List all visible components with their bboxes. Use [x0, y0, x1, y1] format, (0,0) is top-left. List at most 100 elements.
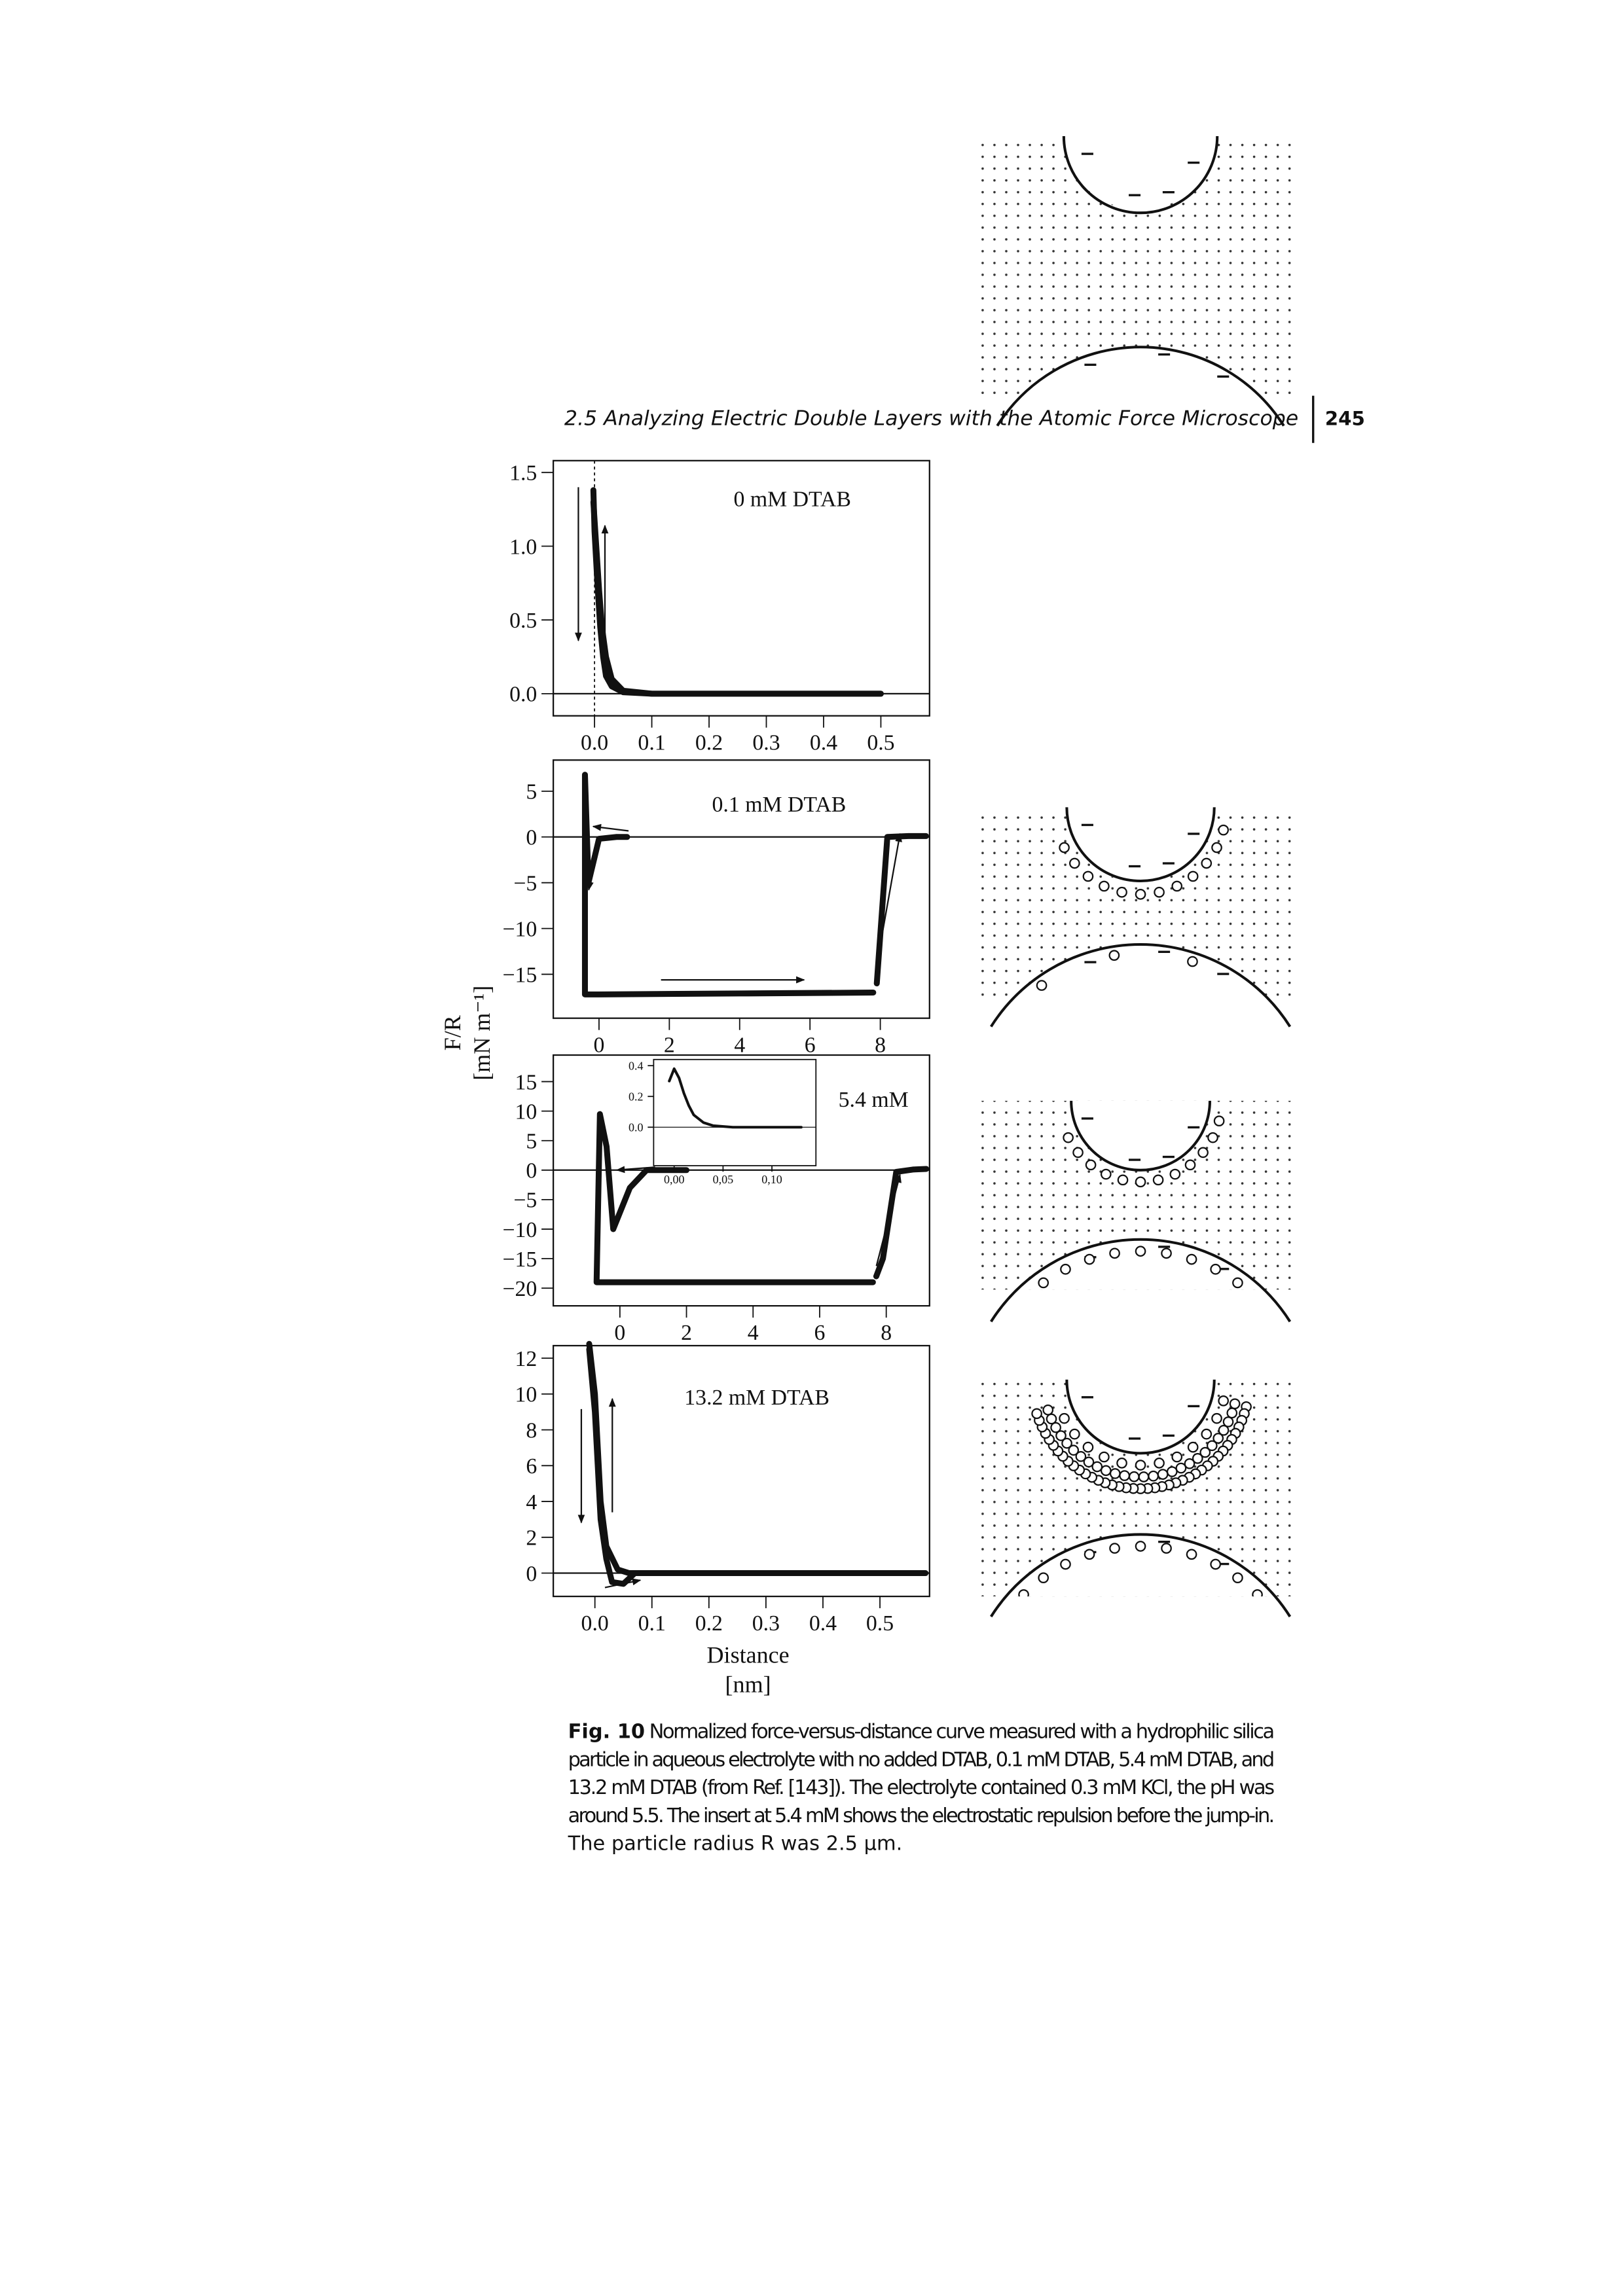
- schematic: [978, 1379, 1299, 1618]
- x-tick-label: 0.2: [695, 1611, 723, 1636]
- particle-edge: [1062, 136, 1219, 215]
- surfactant: [1157, 1469, 1169, 1480]
- plot-title: 0.1 mM DTAB: [712, 793, 847, 817]
- surfactant: [1059, 1412, 1070, 1424]
- surfactant: [1100, 1465, 1112, 1477]
- y-tick-label: 1.5: [509, 461, 537, 486]
- surfactant: [1252, 1295, 1262, 1304]
- surfactant: [1211, 842, 1222, 853]
- x-tick-label: 0.3: [752, 1611, 780, 1636]
- surfactant: [1063, 1132, 1074, 1143]
- y-tick-label: 5: [526, 1130, 537, 1154]
- surfactant: [1083, 1456, 1095, 1468]
- surfactant: [1252, 1589, 1263, 1597]
- schematics: [978, 136, 1299, 1618]
- surfactant: [1154, 886, 1165, 898]
- caption-line: Normalized force-versus-distance curve m…: [649, 1720, 1275, 1743]
- plot-frame: [552, 459, 930, 717]
- y-tick-label: 0: [526, 1562, 537, 1586]
- y-tick-label: 4: [526, 1490, 537, 1515]
- data-line: [873, 833, 929, 987]
- surfactant: [1226, 1407, 1238, 1419]
- surfactant: [1084, 1549, 1095, 1560]
- surfactant: [1199, 1446, 1211, 1458]
- surfactant: [1186, 1253, 1197, 1265]
- y-tick-label: −15: [502, 1247, 537, 1272]
- x-tick-label: 0: [614, 1321, 625, 1345]
- surfactant: [1075, 1451, 1087, 1462]
- surface: [1006, 1534, 1275, 1597]
- surfactant: [1187, 956, 1198, 967]
- surfactant: [1232, 1277, 1243, 1289]
- particle: [1071, 1100, 1210, 1170]
- surfactant: [1171, 880, 1183, 892]
- y-tick-label: −5: [513, 872, 537, 896]
- surfactant: [1061, 1437, 1072, 1449]
- y-tick-label: 12: [515, 1347, 538, 1371]
- surfactant: [1031, 1408, 1042, 1420]
- surface-edge: [990, 942, 1292, 1028]
- arrow: [592, 823, 629, 832]
- y-tick-label: 5: [526, 780, 537, 804]
- y-tick-label: 1.0: [509, 535, 537, 559]
- surface-edge: [990, 1533, 1292, 1618]
- y-tick-label: 0: [526, 1159, 537, 1183]
- surfactant: [1060, 1263, 1071, 1275]
- surfactant: [1135, 1541, 1146, 1552]
- surfactant: [1161, 1543, 1172, 1554]
- surfactant: [1036, 980, 1048, 991]
- caption-line: The particle radius R was 2.5 μm.: [568, 1833, 903, 1856]
- caption-line: particle in aqueous electrolyte with no …: [568, 1748, 1275, 1771]
- surfactant: [1119, 1470, 1130, 1481]
- data-line: [668, 1067, 803, 1129]
- y-tick-label: 6: [526, 1454, 537, 1479]
- surfactant: [1154, 1458, 1165, 1469]
- surfactant: [1232, 1572, 1243, 1584]
- particle: [1067, 807, 1214, 883]
- x-tick-label: 0.4: [809, 1611, 837, 1636]
- surfactant: [1055, 1430, 1067, 1441]
- plot: 12 10 8 6 4 2 0 0.0 0.1 0.2 0.3 0.4 0.5 13.2 mM DTAB: [515, 1340, 930, 1636]
- plots: 0.0 0.5 1.0 1.5 0.0 0.1 0.2 0.3 0.4 0.5 0 mM DTAB 5…: [502, 459, 930, 1636]
- data-line: [590, 499, 884, 697]
- data-line: [593, 1111, 876, 1285]
- plot: 15 10 5 0 −5 −10 −15 −20 0 2 4 6 8 5.4 mM: [502, 1054, 930, 1345]
- y-tick-label: −5: [513, 1189, 537, 1213]
- surfactant: [1109, 1543, 1120, 1554]
- surfactant: [1148, 1470, 1159, 1482]
- y-axis-unit: [mN m⁻¹]: [469, 986, 495, 1081]
- x-tick-label: 0.1: [638, 1611, 666, 1636]
- y-tick-label: 15: [515, 1070, 538, 1094]
- plot-title: 5.4 mM: [839, 1088, 909, 1112]
- surface: [1017, 1239, 1264, 1290]
- surfactant: [1186, 1549, 1197, 1560]
- surfactant: [1100, 1168, 1112, 1180]
- y-tick-label: −20: [502, 1277, 537, 1301]
- surfactant: [1042, 1404, 1054, 1416]
- y-tick-label: 0.2: [629, 1090, 644, 1103]
- surfactant: [1201, 857, 1213, 869]
- schematic: [978, 807, 1299, 1028]
- surfactant: [1019, 1295, 1028, 1304]
- surfactant: [1210, 1263, 1221, 1275]
- surfactant: [1116, 886, 1127, 898]
- surfactant: [1218, 1395, 1230, 1407]
- x-tick-label: 0,05: [713, 1173, 734, 1186]
- surfactant: [1109, 1247, 1120, 1259]
- y-tick-label: 0.4: [629, 1059, 644, 1072]
- y-tick-label: 0.5: [509, 609, 537, 633]
- surface-edge: [990, 1238, 1292, 1323]
- surfactant: [1192, 1452, 1203, 1464]
- x-tick-label: 6: [805, 1033, 816, 1058]
- x-tick-label: 0.5: [867, 731, 894, 755]
- surfactant: [1207, 1132, 1218, 1143]
- page-number: 245: [1325, 408, 1365, 430]
- particle-edge: [1065, 1379, 1216, 1455]
- surfactant: [1069, 1428, 1080, 1440]
- surfactant: [1161, 1247, 1172, 1259]
- particle: [1063, 136, 1218, 210]
- surfactant: [1084, 1253, 1095, 1265]
- surfactant: [1138, 1471, 1150, 1482]
- surfactant: [1059, 842, 1070, 853]
- surfactant: [1128, 1471, 1140, 1482]
